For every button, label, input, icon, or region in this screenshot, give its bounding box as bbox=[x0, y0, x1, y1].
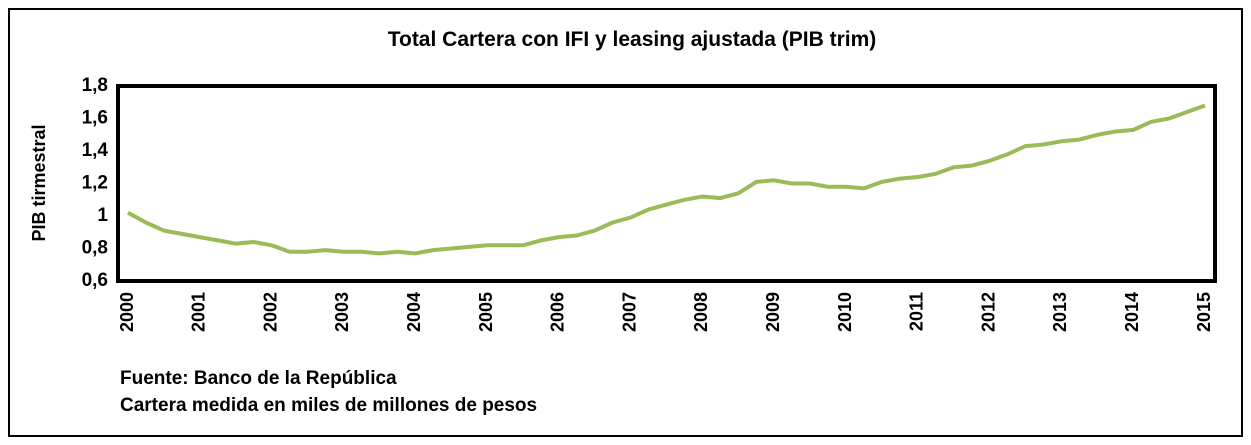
x-tick-label: 2001 bbox=[189, 292, 209, 332]
x-tick-label: 2003 bbox=[332, 292, 352, 332]
x-tick-label: 2014 bbox=[1122, 292, 1142, 332]
y-tick-label: 0,6 bbox=[82, 270, 108, 291]
x-tick-label: 2010 bbox=[835, 292, 855, 332]
x-tick-label: 2007 bbox=[619, 292, 639, 332]
x-tick-label: 2000 bbox=[117, 292, 137, 332]
plot-frame bbox=[116, 84, 1217, 283]
x-tick-label: 2002 bbox=[260, 292, 280, 332]
x-tick-label: 2005 bbox=[476, 292, 496, 332]
y-tick-label: 1,8 bbox=[82, 75, 108, 96]
data-line bbox=[127, 103, 1206, 256]
y-tick-label: 1 bbox=[97, 205, 108, 226]
note: Fuente: Banco de la República bbox=[120, 368, 397, 389]
y-tick-label: 0,8 bbox=[82, 238, 108, 259]
x-tick-label: 2004 bbox=[404, 292, 424, 332]
x-tick-label: 2006 bbox=[548, 292, 568, 332]
y-tick-label: 1,6 bbox=[82, 108, 108, 129]
note: Cartera medida en miles de millones de p… bbox=[120, 395, 537, 416]
x-tick-label: 2009 bbox=[763, 292, 783, 332]
x-tick-label: 2013 bbox=[1050, 292, 1070, 332]
y-tick-label: 1,2 bbox=[82, 173, 108, 194]
x-tick-label: 2008 bbox=[691, 292, 711, 332]
x-tick-label: 2015 bbox=[1194, 292, 1214, 332]
x-tick-label: 2011 bbox=[907, 292, 927, 331]
outer-frame bbox=[8, 8, 1243, 437]
x-tick-label: 2012 bbox=[978, 292, 998, 332]
y-axis-label: PIB tirmestral bbox=[29, 124, 49, 241]
chart-title: Total Cartera con IFI y leasing ajustada… bbox=[388, 28, 877, 51]
y-tick-label: 1,4 bbox=[82, 140, 109, 161]
